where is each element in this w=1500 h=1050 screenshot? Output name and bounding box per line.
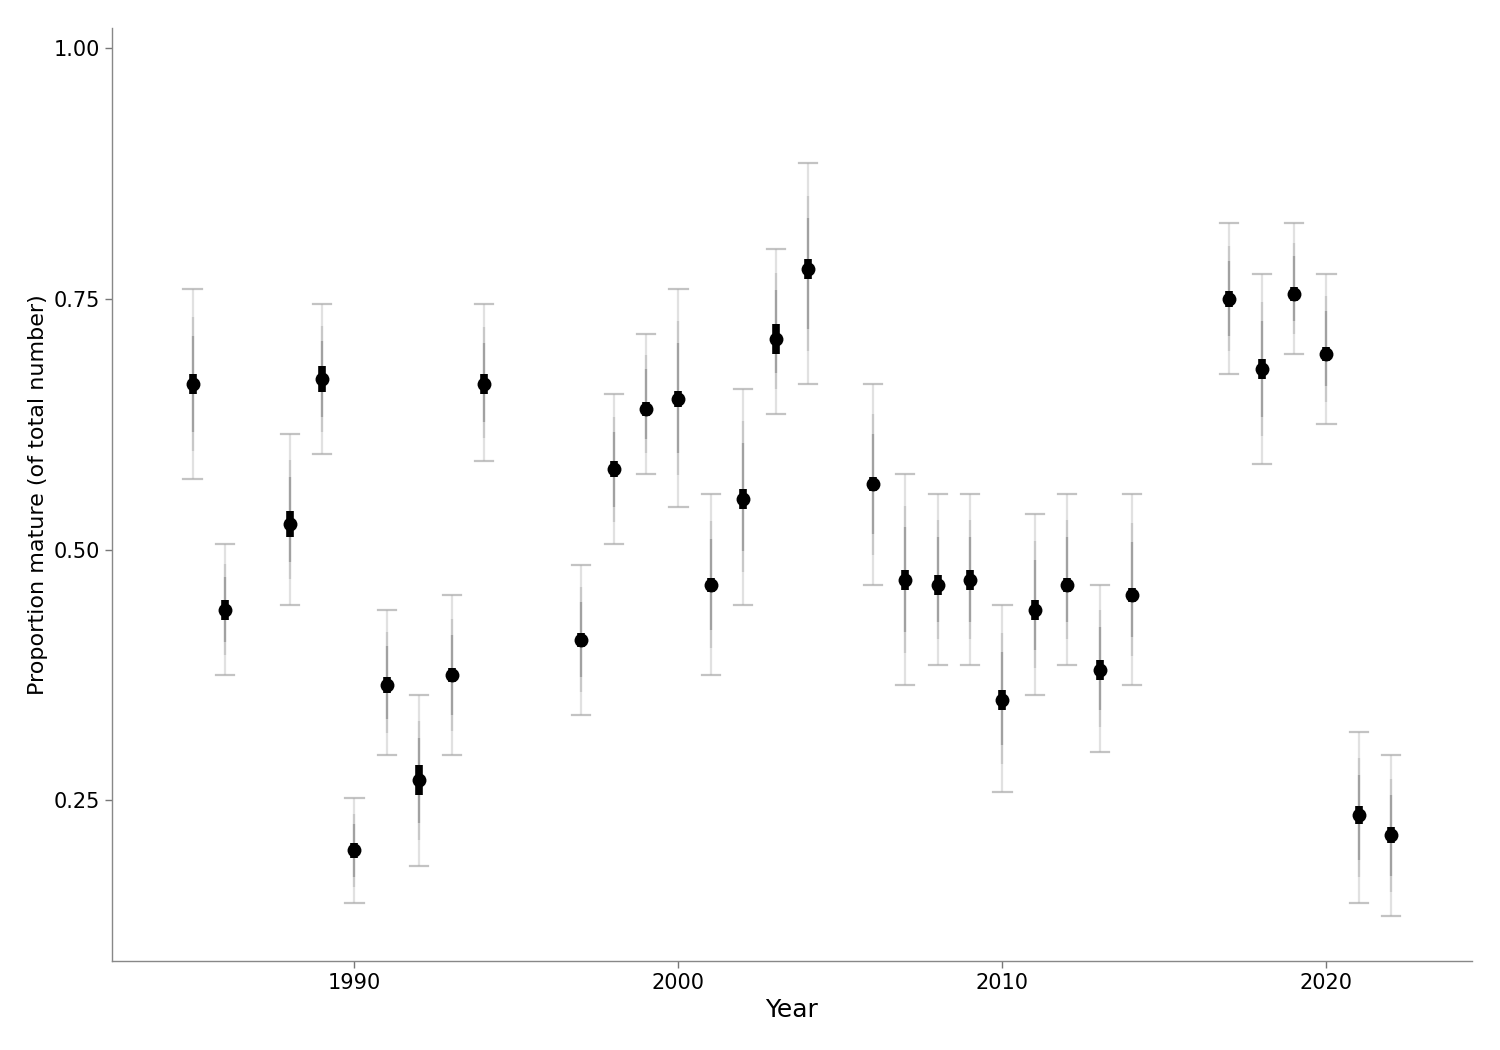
X-axis label: Year: Year	[765, 999, 819, 1023]
Y-axis label: Proportion mature (of total number): Proportion mature (of total number)	[28, 294, 48, 695]
